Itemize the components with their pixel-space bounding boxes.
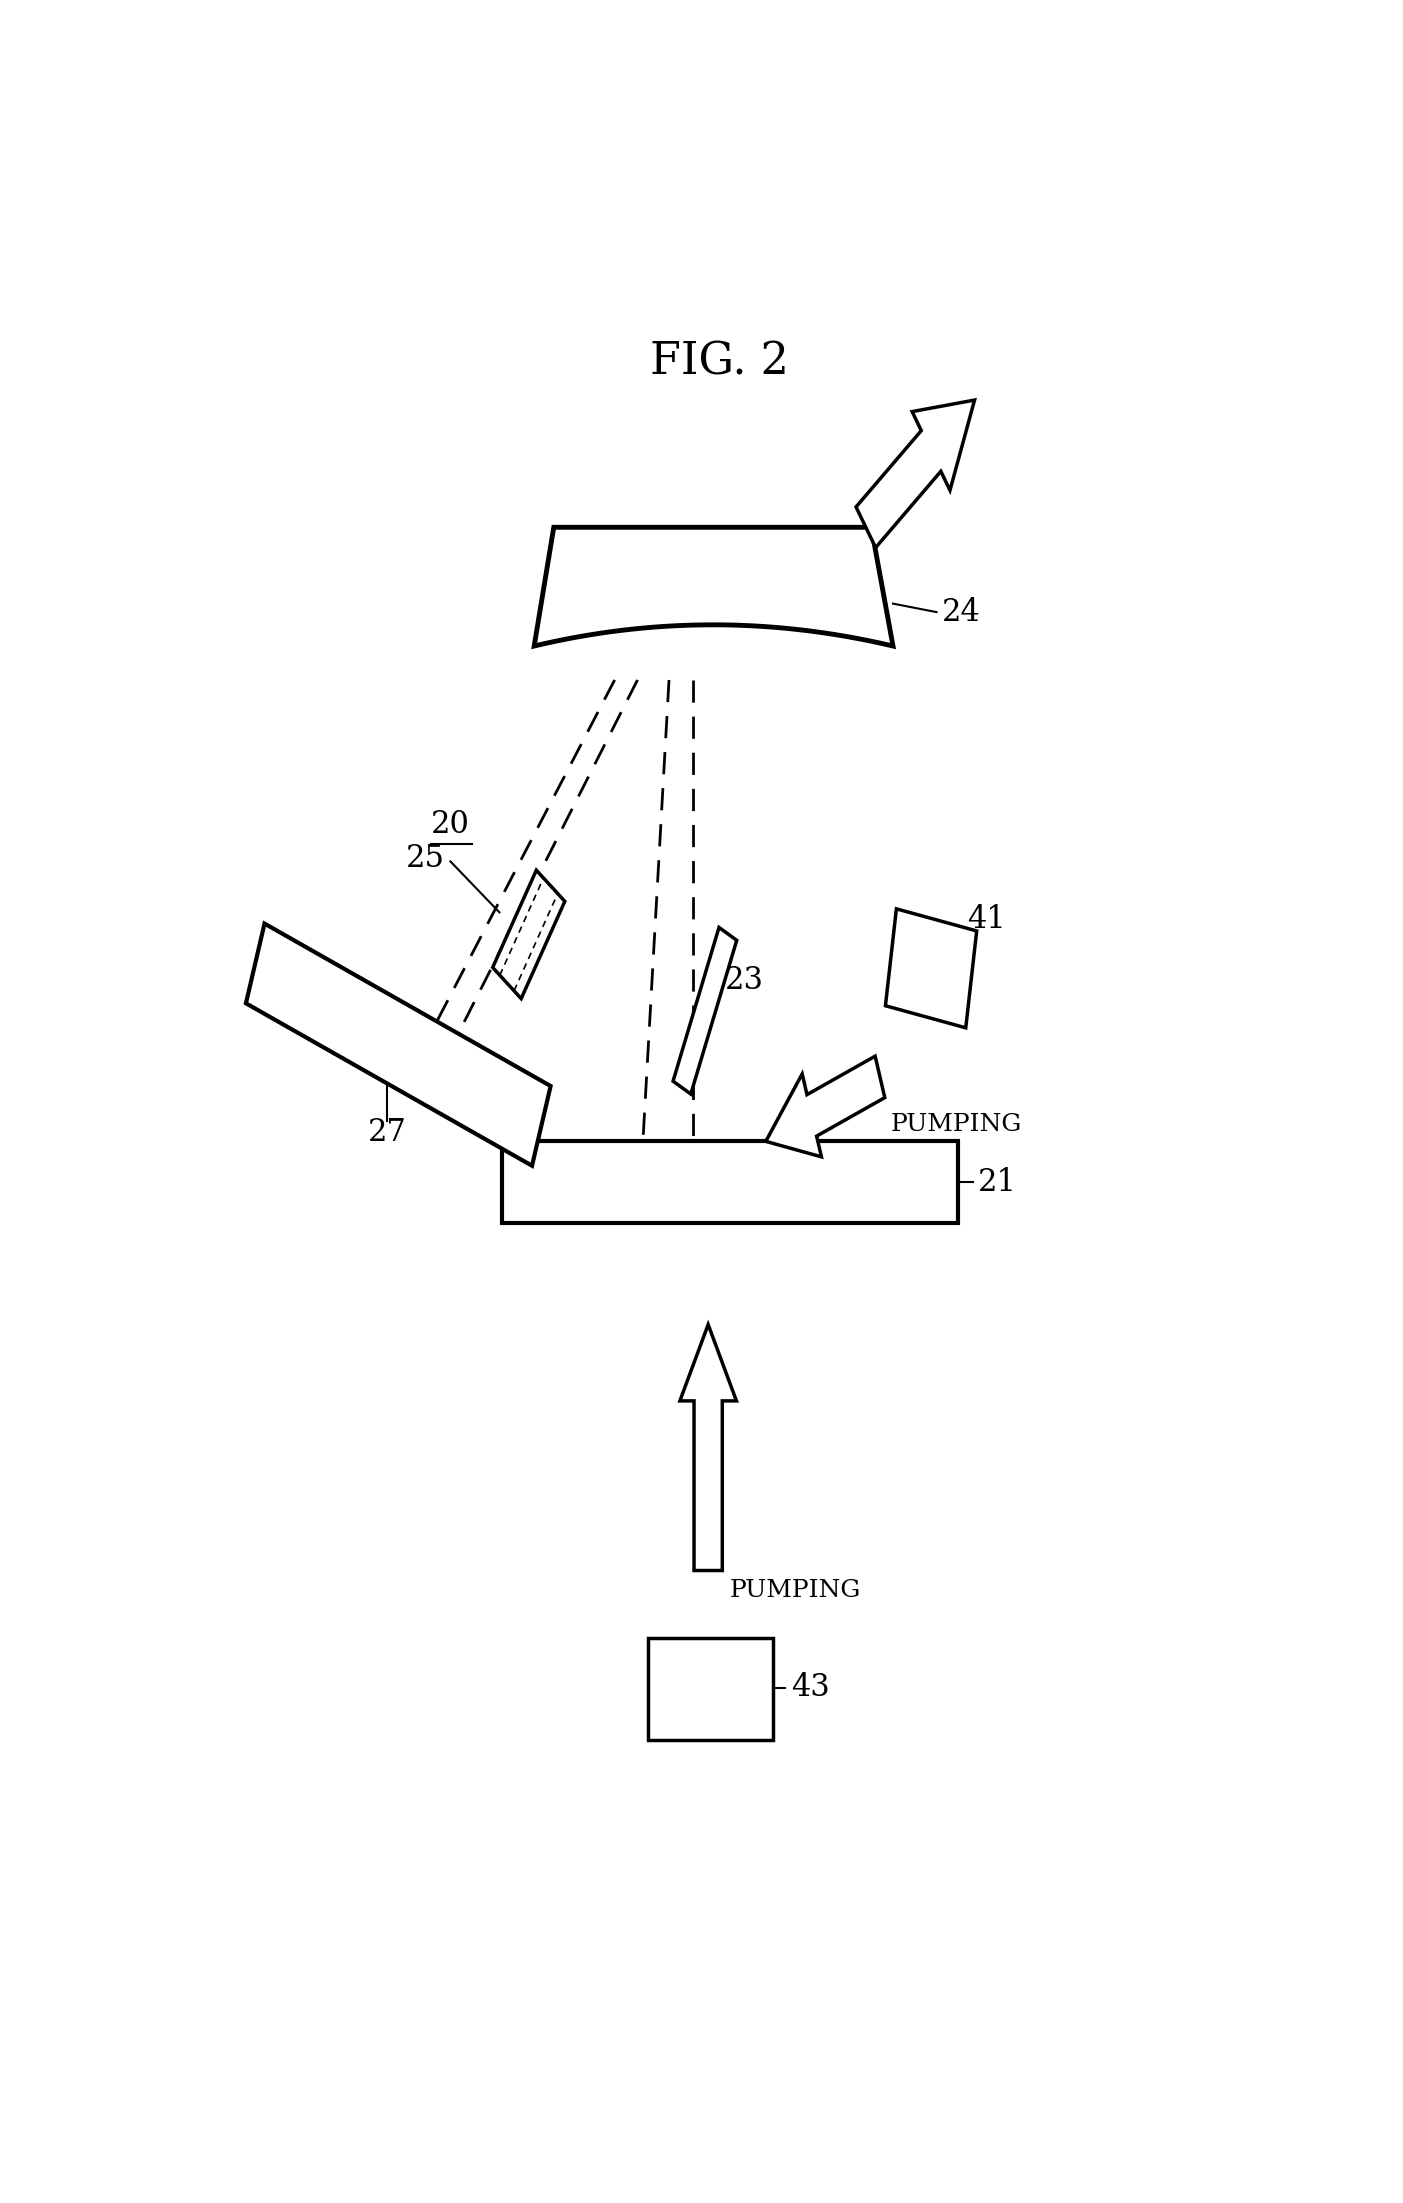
Text: 21: 21 — [978, 1168, 1017, 1198]
Text: 43: 43 — [791, 1672, 829, 1703]
Polygon shape — [246, 923, 550, 1165]
Polygon shape — [680, 1324, 737, 1571]
Polygon shape — [673, 927, 737, 1095]
Text: 41: 41 — [967, 903, 1006, 934]
Bar — [648, 1639, 773, 1740]
Polygon shape — [885, 910, 976, 1029]
Text: 20: 20 — [431, 809, 470, 839]
Text: PUMPING: PUMPING — [891, 1113, 1023, 1137]
Text: 27: 27 — [368, 1117, 407, 1148]
Polygon shape — [535, 527, 894, 645]
Polygon shape — [856, 401, 975, 549]
Text: 25: 25 — [405, 842, 445, 875]
Bar — [502, 1141, 958, 1223]
Polygon shape — [766, 1055, 885, 1157]
Text: PUMPING: PUMPING — [730, 1580, 861, 1602]
Text: 23: 23 — [724, 965, 763, 996]
Text: 24: 24 — [941, 597, 981, 628]
Text: FIG. 2: FIG. 2 — [650, 341, 788, 383]
Polygon shape — [492, 870, 565, 998]
